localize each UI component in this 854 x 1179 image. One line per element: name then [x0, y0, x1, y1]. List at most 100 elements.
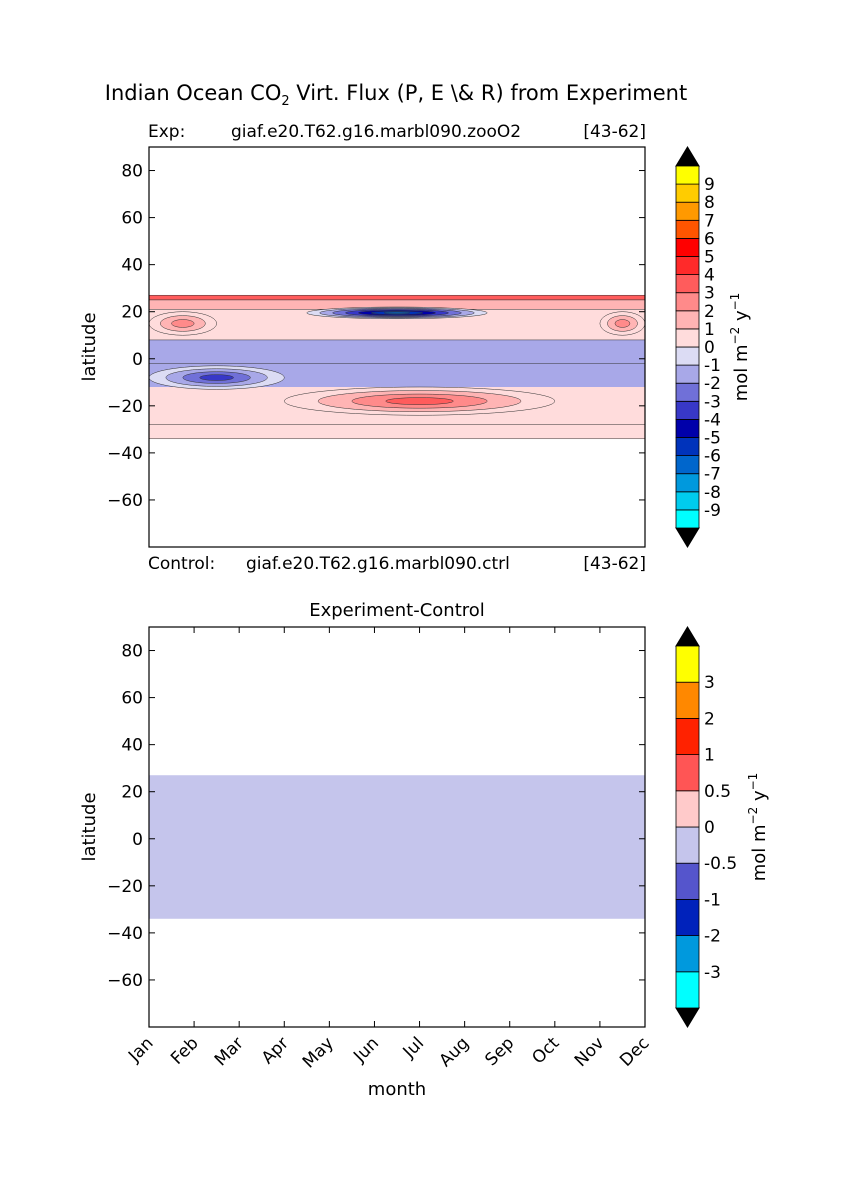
y-tick-label: −40 [107, 444, 143, 464]
x-tick-label: Apr [258, 1033, 293, 1068]
colorbar-segment [675, 862, 700, 900]
colorbar-segment [675, 681, 700, 719]
x-tick-label: May [299, 1033, 338, 1072]
colorbar-tick-label: -3 [704, 963, 721, 983]
colorbar-segment [675, 400, 700, 420]
y-tick-label: 80 [121, 642, 143, 662]
colorbar-segment [675, 935, 700, 973]
y-tick-label: 60 [121, 209, 143, 229]
x-tick-label: Feb [167, 1033, 202, 1068]
colorbar-extend-min [675, 1007, 700, 1028]
colorbar-tick-label: 6 [704, 229, 715, 249]
figure-title-subscript: 2 [281, 94, 289, 109]
y-tick-label: 0 [132, 350, 143, 370]
colorbar-segment [675, 274, 700, 294]
diff-title: Experiment-Control [309, 600, 485, 621]
difference-fill-region [149, 775, 645, 919]
colorbar-segment [675, 237, 700, 257]
control-years: [43-62] [583, 554, 646, 574]
y-tick-label: −20 [107, 877, 143, 897]
colorbar-tick-label: -0.5 [704, 854, 737, 874]
y-tick-label: 20 [121, 303, 143, 323]
colorbar-tick-label: -5 [704, 429, 721, 449]
x-tick-label: Oct [528, 1033, 563, 1068]
x-tick-label: Aug [436, 1033, 474, 1071]
colorbar-tick-label: -3 [704, 392, 721, 412]
contour-band [149, 424, 645, 440]
y-tick-label: −20 [107, 397, 143, 417]
x-tick-label: Nov [571, 1033, 609, 1071]
colorbar-tick-label: -7 [704, 465, 721, 485]
colorbar-segment [675, 219, 700, 239]
colorbar-segment [675, 971, 700, 1009]
colorbar-segment [675, 346, 700, 366]
colorbar-tick-label: -2 [704, 927, 721, 947]
colorbar-segment [675, 165, 700, 185]
colorbar-segment [675, 645, 700, 683]
y-tick-label: 0 [132, 830, 143, 850]
colorbar-segment [675, 256, 700, 276]
colorbar-segment [675, 328, 700, 348]
colorbar-tick-label: 8 [704, 193, 715, 213]
colorbar-tick-label: 9 [704, 175, 715, 195]
colorbar-tick-label: -1 [704, 356, 721, 376]
colorbar-segment [675, 509, 700, 529]
contour-region [199, 374, 234, 381]
colorbar-segment [675, 437, 700, 457]
x-tick-label: Sep [481, 1033, 518, 1070]
figure-title-main: Indian Ocean CO [105, 81, 282, 105]
colorbar-segment [675, 718, 700, 756]
colorbar-tick-label: 2 [704, 302, 715, 322]
colorbar-segment [675, 201, 700, 221]
colorbar-tick-label: 4 [704, 266, 715, 286]
experiment-contour-plot: 80 60 40 20 0 −20 −40 −60 latitude [79, 146, 646, 548]
x-tick-label: Jan [124, 1033, 157, 1066]
difference-colorbar: -3 -2 -1 -0.5 0 0.5 1 2 3 mol m−2 y−1 [675, 626, 770, 1028]
plot-frame [148, 146, 646, 548]
contour-band [149, 294, 645, 301]
colorbar-tick-label: 7 [704, 211, 715, 231]
exp-years: [43-62] [583, 122, 646, 142]
x-tick-label: Jun [349, 1033, 383, 1067]
x-tick-label: Dec [616, 1033, 653, 1070]
x-tick-label: Jul [399, 1033, 428, 1062]
colorbar-tick-label: 0.5 [704, 782, 731, 802]
control-case-name: giaf.e20.T62.g16.marbl090.ctrl [246, 554, 510, 574]
figure-title: Indian Ocean CO2 Virt. Flux (P, E \& R) … [105, 81, 687, 109]
colorbar-tick-label: -1 [704, 890, 721, 910]
colorbar-tick-label: 1 [704, 320, 715, 340]
colorbar-tick-label: 0 [704, 338, 715, 358]
colorbar-tick-label: 3 [704, 284, 715, 304]
exp-label: Exp: [148, 122, 185, 142]
colorbar-tick-label: 2 [704, 709, 715, 729]
y-axis-label: latitude [79, 312, 100, 381]
colorbar-segment [675, 418, 700, 438]
colorbar-extend-min [675, 527, 700, 548]
contour-region [171, 319, 195, 328]
y-tick-label: −40 [107, 924, 143, 944]
exp-case-name: giaf.e20.T62.g16.marbl090.zooO2 [231, 122, 521, 142]
y-axis-label: latitude [79, 792, 100, 861]
x-tick-label: Mar [211, 1033, 248, 1070]
colorbar-segment [675, 826, 700, 864]
colorbar-tick-label: -6 [704, 447, 721, 467]
contour-band [149, 339, 645, 364]
contour-region [383, 311, 411, 314]
colorbar-segment [675, 455, 700, 475]
colorbar-segment [675, 491, 700, 511]
y-tick-label: 60 [121, 689, 143, 709]
colorbar-extend-max [675, 146, 700, 167]
y-tick-label: −60 [107, 491, 143, 511]
control-label: Control: [148, 554, 215, 574]
y-tick-label: 20 [121, 783, 143, 803]
y-tick-label: 80 [121, 162, 143, 182]
y-tick-label: 40 [121, 256, 143, 276]
contour-region [614, 319, 631, 328]
colorbar-tick-label: 0 [704, 818, 715, 838]
y-tick-label: −60 [107, 971, 143, 991]
plot-frame [148, 626, 646, 1028]
colorbar-extend-max [675, 626, 700, 647]
colorbar-tick-label: -8 [704, 483, 721, 503]
